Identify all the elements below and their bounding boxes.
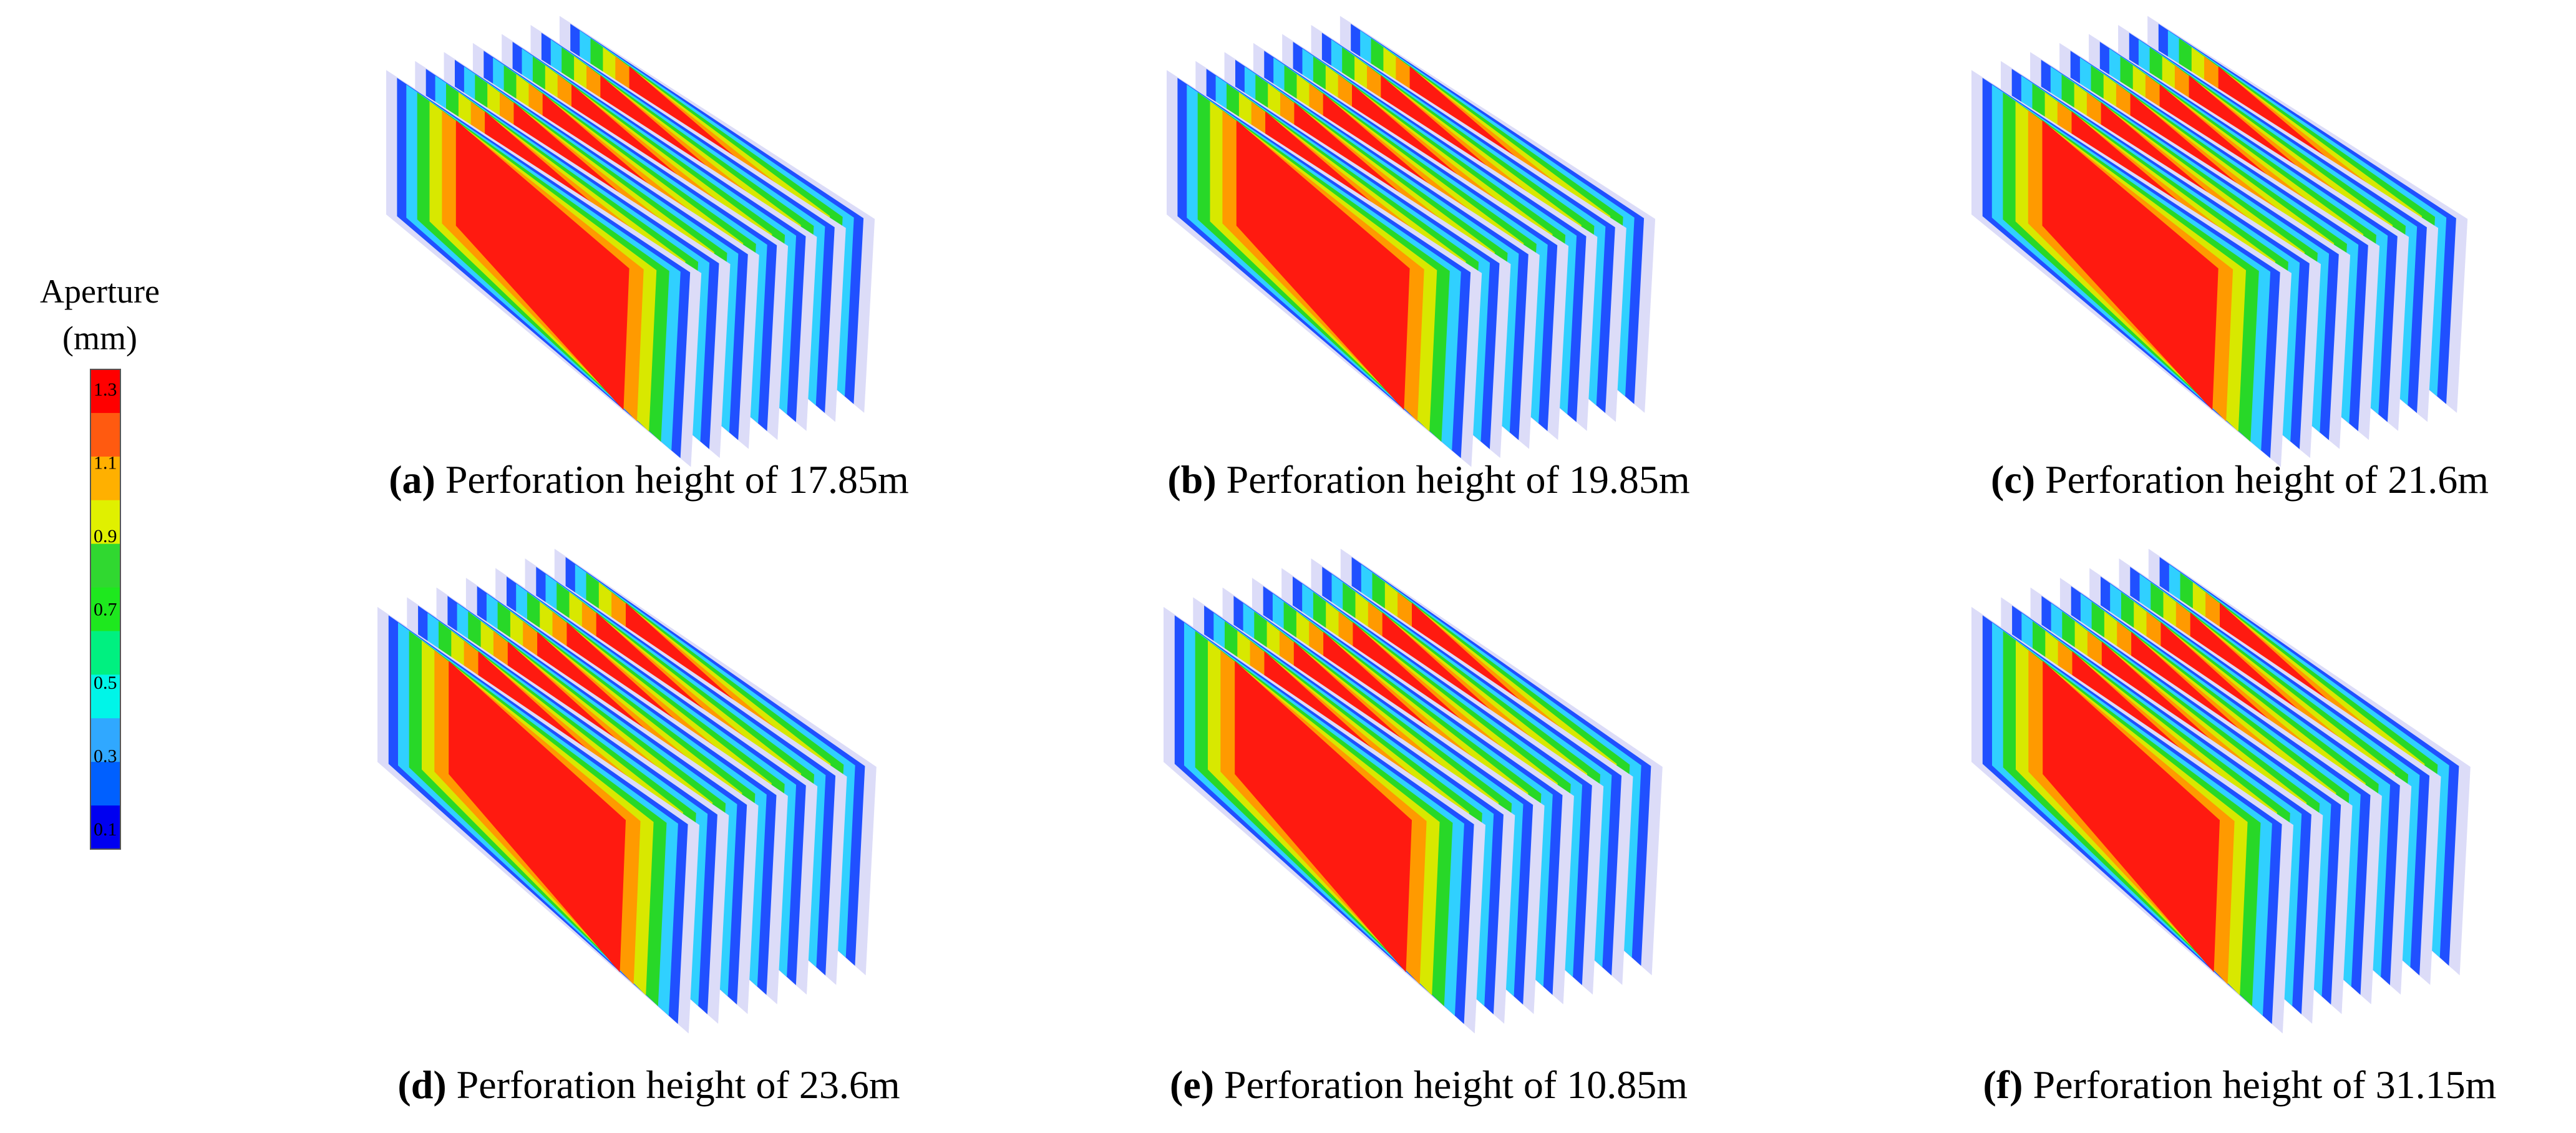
panel-caption: (a) Perforation height of 17.85m [389,457,909,502]
fracture-plot [377,548,877,1034]
colorbar-band [90,718,120,762]
fracture-layer [449,661,626,973]
fracture-layer [1235,661,1412,973]
colorbar-band [90,543,120,588]
panel-label: (b) [1167,457,1216,502]
panel-label: (f) [1983,1062,2023,1107]
fracture-plot [1164,548,1663,1034]
panel-caption-text: Perforation height of 10.85m [1224,1062,1688,1107]
colorbar-frame [90,369,121,850]
panel-caption-text: Perforation height of 21.6m [2045,457,2489,502]
fracture-plot [1971,16,2468,467]
colorbar-band [90,631,120,675]
colorbar-band [90,587,120,631]
colorbar-tick-label: 0.7 [94,599,117,620]
colorbar-band [90,805,120,850]
panel-caption: (c) Perforation height of 21.6m [1991,457,2489,502]
colorbar-tick-label: 1.3 [94,379,117,400]
fracture-layer [455,120,629,411]
panel-caption: (b) Perforation height of 19.85m [1167,457,1689,502]
colorbar-band [90,674,120,719]
panel-caption: (f) Perforation height of 31.15m [1983,1062,2497,1107]
fracture-plot [386,16,875,467]
fracture-plot [1971,548,2471,1034]
colorbar-tick-label: 0.1 [94,819,117,840]
panel-label: (e) [1170,1062,1214,1107]
colorbar-tick-label: 0.5 [94,673,117,693]
panel-caption-text: Perforation height of 23.6m [457,1062,900,1107]
colorbar-band [90,412,120,457]
panel-label: (d) [397,1062,446,1107]
colorbar-tick-label: 0.3 [94,746,117,766]
panel-label: (a) [389,457,435,502]
fracture-layer [1236,120,1410,411]
colorbar-band [90,762,120,806]
panel-label: (c) [1991,457,2035,502]
colorbar-band [90,456,120,501]
colorbar-band [90,500,120,545]
panel-caption-text: Perforation height of 19.85m [1227,457,1690,502]
panel-caption-text: Perforation height of 31.15m [2033,1062,2496,1107]
legend-title: Aperture [40,273,160,310]
panel-caption-text: Perforation height of 17.85m [445,457,909,502]
fracture-layer [2042,120,2219,411]
colorbar-band [90,369,120,414]
fracture-layer [2043,661,2220,973]
colorbar-tick-label: 0.9 [94,526,117,547]
panel-caption: (d) Perforation height of 23.6m [397,1062,900,1107]
colorbar-tick-label: 1.1 [94,452,117,473]
legend-unit: (mm) [62,319,137,357]
panel-caption: (e) Perforation height of 10.85m [1170,1062,1688,1107]
fracture-plot [1167,16,1656,467]
